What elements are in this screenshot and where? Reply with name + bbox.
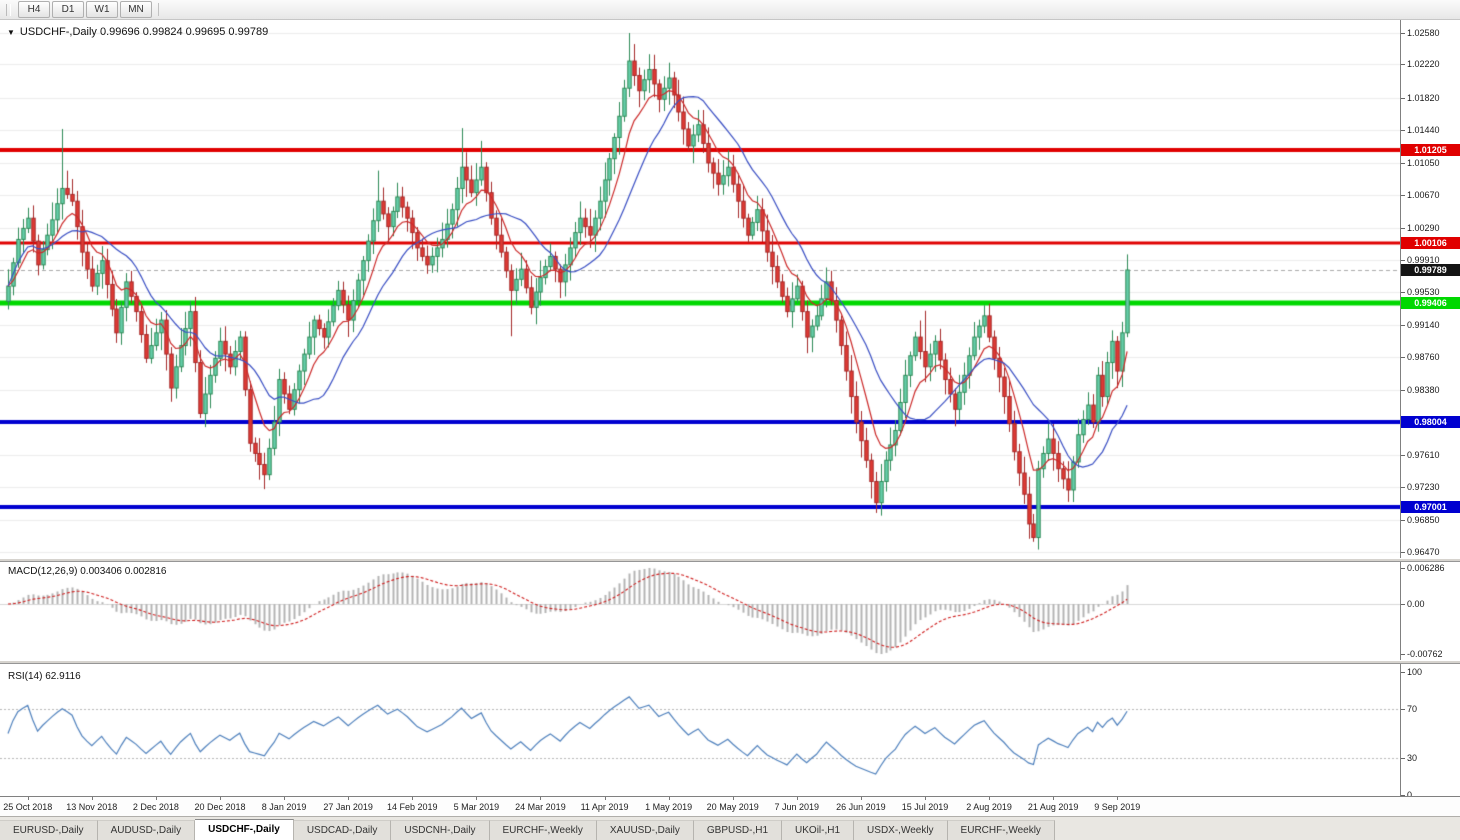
date-label: 13 Nov 2018: [66, 802, 118, 812]
chart-tab-ukoil-h1[interactable]: UKOil-,H1: [782, 820, 855, 840]
level-price-badge: 0.97001: [1401, 500, 1460, 513]
date-tickmark: [284, 797, 286, 800]
date-label: 2 Aug 2019: [966, 802, 1012, 812]
chart-tab-gbpusd-h1[interactable]: GBPUSD-,H1: [693, 820, 783, 840]
date-tickmark: [860, 797, 862, 800]
rsi-axis-value: 0: [1400, 790, 1413, 800]
date-label: 26 Jun 2019: [836, 802, 886, 812]
date-label: 20 Dec 2018: [194, 802, 246, 812]
level-price-badge: 1.00106: [1401, 237, 1460, 250]
date-tickmark: [348, 797, 350, 800]
date-label: 5 Mar 2019: [453, 802, 500, 812]
chart-tab-audusd-daily[interactable]: AUDUSD-,Daily: [97, 820, 196, 840]
price-tick: 0.96850: [1401, 514, 1440, 525]
rsi-axis-value: 100: [1400, 667, 1423, 677]
date-tickmark: [1053, 797, 1055, 800]
date-tickmark: [989, 797, 991, 800]
panel-divider-macd[interactable]: [0, 558, 1460, 562]
date-tickmark: [732, 797, 734, 800]
date-label: 8 Jan 2019: [261, 802, 307, 812]
chart-tab-eurchf-weekly[interactable]: EURCHF-,Weekly: [489, 820, 597, 840]
chart-title: ▼ USDCHF-,Daily 0.99696 0.99824 0.99695 …: [7, 26, 268, 38]
price-tick: 1.02220: [1401, 58, 1440, 69]
date-label: 1 May 2019: [645, 802, 693, 812]
price-tick: 0.99140: [1401, 320, 1440, 331]
date-tickmark: [1117, 797, 1119, 800]
date-label: 20 May 2019: [706, 802, 759, 812]
chart-tab-eurusd-daily[interactable]: EURUSD-,Daily: [0, 820, 98, 840]
date-label: 11 Apr 2019: [580, 802, 629, 812]
price-tick: 0.97230: [1401, 482, 1440, 493]
macd-indicator-canvas[interactable]: [0, 562, 1400, 660]
panel-divider-rsi[interactable]: [0, 660, 1460, 664]
price-tick: 1.01440: [1401, 124, 1440, 135]
toolbar-separator: [158, 3, 159, 16]
macd-label: MACD(12,26,9) 0.003406 0.002816: [8, 566, 167, 577]
date-label: 27 Jan 2019: [323, 802, 373, 812]
date-label: 25 Oct 2018: [3, 802, 53, 812]
price-chart-canvas[interactable]: [0, 20, 1400, 558]
price-tick: 0.98760: [1401, 352, 1440, 363]
date-tickmark: [476, 797, 478, 800]
timeframe-button-mn[interactable]: MN: [120, 1, 152, 18]
rsi-label: RSI(14) 62.9116: [8, 671, 81, 682]
rsi-axis-value: 30: [1400, 753, 1418, 764]
level-price-badge: 1.01205: [1401, 143, 1460, 156]
date-label: 24 Mar 2019: [515, 802, 566, 812]
chart-tab-usdcnh-daily[interactable]: USDCNH-,Daily: [391, 820, 490, 840]
price-tick: 0.96470: [1401, 546, 1440, 557]
price-tick: 0.99530: [1401, 287, 1440, 298]
chart-title-text: USDCHF-,Daily 0.99696 0.99824 0.99695 0.…: [19, 26, 269, 38]
timeframe-toolbar: H4 D1 W1 MN: [0, 0, 1460, 20]
date-tickmark: [91, 797, 93, 800]
level-price-badge: 0.98004: [1401, 415, 1460, 428]
level-price-badge: 0.99406: [1401, 296, 1460, 309]
price-axis[interactable]: 1.02580 1.02220 1.01820 1.01440 1.01050 1.006…: [1400, 20, 1460, 800]
current-price-badge: 0.99789: [1401, 264, 1460, 277]
date-label: 21 Aug 2019: [1027, 802, 1079, 812]
date-tickmark: [796, 797, 798, 800]
rsi-axis-value: 70: [1400, 703, 1418, 714]
rsi-indicator-canvas[interactable]: [0, 664, 1400, 796]
price-tick: 1.00670: [1401, 190, 1440, 201]
macd-axis-value: 0.006286: [1401, 563, 1445, 573]
price-tick: 1.01820: [1401, 92, 1440, 103]
date-label: 15 Jul 2019: [901, 802, 949, 812]
price-tick: 1.00290: [1401, 222, 1440, 233]
chart-tabs-bar: EURUSD-,Daily AUDUSD-,Daily USDCHF-,Daily U…: [0, 816, 1460, 840]
date-label: 7 Jun 2019: [774, 802, 820, 812]
price-tick: 1.01050: [1401, 157, 1440, 168]
time-axis[interactable]: 25 Oct 2018 13 Nov 2018 2 Dec 2018 20 Dec 2…: [0, 796, 1460, 816]
timeframe-button-h4[interactable]: H4: [18, 1, 50, 18]
date-tickmark: [155, 797, 157, 800]
price-tick: 0.97610: [1401, 450, 1440, 461]
macd-axis-value: -0.00762: [1401, 649, 1443, 659]
timeframe-button-d1[interactable]: D1: [52, 1, 84, 18]
date-tickmark: [668, 797, 670, 800]
chevron-down-icon[interactable]: ▼: [7, 27, 15, 37]
chart-tab-usdchf-daily[interactable]: USDCHF-,Daily: [195, 819, 294, 840]
date-label: 14 Feb 2019: [386, 802, 438, 812]
price-tick: 1.02580: [1401, 28, 1440, 38]
date-tickmark: [412, 797, 414, 800]
date-tickmark: [540, 797, 542, 800]
date-tickmark: [924, 797, 926, 800]
price-tick: 0.99910: [1401, 254, 1440, 265]
toolbar-drag-handle[interactable]: [6, 3, 11, 16]
chart-tab-eurchf-weekly[interactable]: EURCHF-,Weekly: [947, 820, 1055, 840]
date-label: 9 Sep 2019: [1094, 802, 1141, 812]
macd-axis-value: 0.00: [1401, 599, 1425, 610]
date-label: 2 Dec 2018: [132, 802, 179, 812]
timeframe-button-w1[interactable]: W1: [86, 1, 118, 18]
chart-tab-xauusd-daily[interactable]: XAUUSD-,Daily: [596, 820, 694, 840]
date-tickmark: [27, 797, 29, 800]
chart-tab-usdx-weekly[interactable]: USDX-,Weekly: [854, 820, 948, 840]
price-tick: 0.98380: [1401, 384, 1440, 395]
date-tickmark: [604, 797, 606, 800]
chart-tab-usdcad-daily[interactable]: USDCAD-,Daily: [293, 820, 392, 840]
date-tickmark: [219, 797, 221, 800]
